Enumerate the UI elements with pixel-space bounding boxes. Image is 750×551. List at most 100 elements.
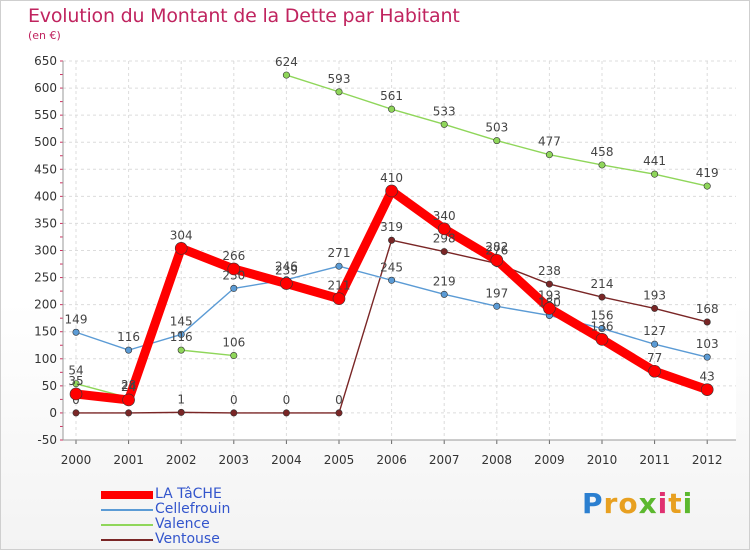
y-axis-unit: (en €) [28, 29, 61, 42]
y-tick-label: 500 [34, 135, 57, 149]
series-line-ventouse [338, 239, 393, 414]
series-line-cellefrouin [601, 327, 656, 345]
data-label-valence: 419 [696, 166, 719, 180]
data-point-valence [335, 88, 343, 96]
logo-letter: i [682, 487, 694, 520]
series-line-la-tache [176, 243, 239, 274]
data-point-valence [230, 352, 238, 360]
series-line-ventouse [548, 283, 603, 298]
logo-letter: x [638, 487, 658, 520]
series-line-ventouse [653, 307, 708, 323]
x-tick-label: 2012 [692, 453, 723, 467]
series-line-ventouse [180, 411, 235, 414]
data-point-la-tache [595, 332, 609, 346]
series-line-la-tache [439, 224, 502, 265]
legend-swatch [101, 539, 153, 541]
data-label-cellefrouin: 271 [328, 246, 351, 260]
data-point-cellefrouin [230, 284, 238, 292]
series-line-valence [338, 91, 393, 110]
legend-label: LA TâCHE [155, 486, 222, 502]
data-label-la-tache: 266 [222, 249, 245, 263]
y-tick-label: 50 [42, 379, 57, 393]
data-label-valence: 106 [222, 336, 245, 350]
series-line-la-tache [597, 334, 660, 376]
data-label-valence: 593 [328, 72, 351, 86]
series-line-valence [496, 139, 551, 156]
data-label-valence: 533 [433, 104, 456, 118]
data-point-valence [440, 120, 448, 128]
data-point-ventouse [651, 304, 659, 312]
data-point-valence [651, 170, 659, 178]
data-point-ventouse [545, 280, 553, 288]
series-line-valence [285, 74, 340, 93]
data-label-la-tache: 24 [121, 380, 136, 394]
logo-letter: P [582, 487, 604, 520]
data-point-cellefrouin [388, 276, 396, 284]
data-point-cellefrouin [440, 290, 448, 298]
series-line-cellefrouin [127, 333, 182, 351]
y-tick-label: 300 [34, 244, 57, 258]
series-line-valence [180, 349, 235, 357]
data-point-ventouse [440, 248, 448, 256]
series-line-ventouse [127, 411, 182, 414]
data-label-valence: 458 [591, 145, 614, 159]
chart-title: Evolution du Montant de la Dette par Hab… [28, 5, 460, 27]
legend-label: Ventouse [155, 531, 220, 547]
data-label-cellefrouin: 127 [643, 324, 666, 338]
data-point-valence [177, 346, 185, 354]
data-point-ventouse [335, 409, 343, 417]
series-line-cellefrouin [285, 265, 340, 281]
data-point-la-tache [543, 302, 556, 315]
y-tick-label: 200 [34, 298, 57, 312]
series-line-ventouse [443, 250, 498, 265]
series-line-la-tache [492, 255, 554, 313]
data-label-valence: 503 [485, 121, 508, 135]
data-point-la-tache [122, 393, 135, 407]
x-tick-label: 2005 [324, 453, 355, 467]
data-label-la-tache: 43 [700, 370, 715, 384]
legend-item-valence: Valence [101, 516, 301, 532]
legend-item-ventouse: Ventouse [101, 531, 301, 547]
logo-letter: i [657, 487, 669, 520]
data-point-ventouse [125, 409, 133, 417]
data-point-cellefrouin [335, 262, 343, 270]
series-line-cellefrouin [443, 293, 498, 307]
data-label-cellefrouin: 246 [275, 260, 298, 274]
data-label-la-tache: 136 [591, 319, 614, 333]
series-line-cellefrouin [390, 279, 445, 296]
series-line-la-tache [124, 243, 186, 405]
data-label-ventouse: 298 [433, 232, 456, 246]
data-point-ventouse [598, 293, 606, 301]
data-label-cellefrouin: 219 [433, 274, 456, 288]
y-tick-label: 350 [34, 216, 57, 230]
data-point-la-tache [648, 364, 661, 378]
data-point-la-tache [69, 387, 83, 401]
data-label-valence: 477 [538, 135, 561, 149]
data-label-valence: 54 [68, 364, 83, 378]
x-tick-label: 2008 [482, 453, 513, 467]
data-point-valence [598, 161, 606, 169]
data-point-valence [388, 105, 396, 113]
series-line-cellefrouin [338, 265, 393, 281]
x-tick-label: 2011 [639, 453, 670, 467]
y-tick-label: 0 [49, 406, 57, 420]
data-label-ventouse: 238 [538, 264, 561, 278]
data-label-la-tache: 304 [170, 228, 193, 242]
data-point-cellefrouin [598, 324, 606, 332]
data-point-cellefrouin [493, 302, 501, 310]
data-label-ventouse: 0 [230, 393, 238, 407]
data-label-ventouse: 276 [485, 243, 508, 257]
y-tick-label: 250 [34, 271, 57, 285]
data-point-ventouse [72, 409, 80, 417]
y-tick-label: 150 [34, 325, 57, 339]
legend-label: Valence [155, 516, 210, 532]
data-label-cellefrouin: 103 [696, 337, 719, 351]
data-label-ventouse: 214 [591, 277, 614, 291]
data-label-ventouse: 319 [380, 220, 403, 234]
series-line-la-tache [650, 366, 712, 395]
data-point-ventouse [703, 318, 711, 326]
data-label-valence: 28 [121, 378, 136, 392]
series-line-la-tache [544, 303, 607, 344]
series-line-cellefrouin [180, 287, 235, 336]
x-tick-label: 2006 [376, 453, 407, 467]
